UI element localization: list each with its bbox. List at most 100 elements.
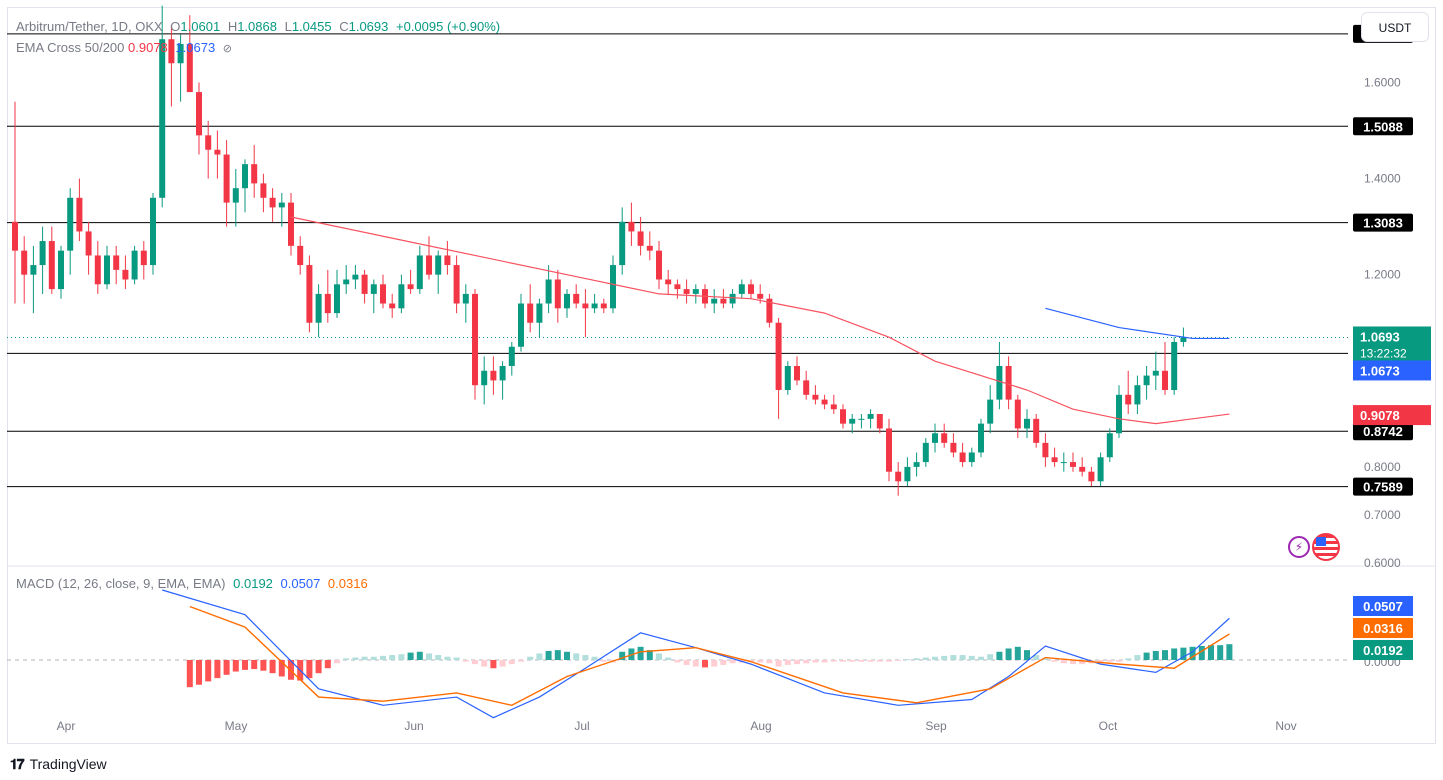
candle-body bbox=[830, 404, 837, 410]
macd-hist-bar bbox=[812, 660, 819, 663]
macd-hist-bar bbox=[214, 660, 221, 679]
candle-body bbox=[1097, 457, 1104, 482]
candle-body bbox=[416, 255, 423, 290]
macd-hist-bar bbox=[711, 660, 718, 667]
macd-hist-bar bbox=[315, 660, 322, 674]
candle-body bbox=[812, 394, 819, 400]
macd-hist-bar bbox=[922, 657, 929, 660]
x-tick-label: Jun bbox=[404, 719, 423, 733]
macd-hist-bar bbox=[987, 654, 994, 660]
candle-body bbox=[159, 39, 166, 198]
candle-body bbox=[297, 245, 304, 266]
x-tick-label: Sep bbox=[925, 719, 947, 733]
macd-hist-bar bbox=[1217, 645, 1224, 660]
macd-hist-bar bbox=[720, 660, 727, 665]
tradingview-brand[interactable]: 𝟏𝟕 TradingView bbox=[10, 756, 107, 773]
macd-hist-bar bbox=[1152, 650, 1159, 660]
candle-body bbox=[932, 433, 938, 443]
candle-body bbox=[922, 442, 929, 463]
candle-body bbox=[140, 250, 147, 266]
candle-body bbox=[1051, 457, 1058, 463]
macd-hist-bar bbox=[1051, 660, 1058, 662]
candle-body bbox=[21, 250, 28, 275]
symbol-label[interactable]: Arbitrum/Tether, 1D, OKX bbox=[16, 19, 163, 34]
x-tick-label: Oct bbox=[1099, 719, 1118, 733]
x-tick-label: May bbox=[225, 719, 248, 733]
candle-body bbox=[39, 241, 46, 266]
candle-body bbox=[1106, 433, 1113, 458]
candle-body bbox=[913, 462, 920, 467]
macd-hist-bar bbox=[223, 660, 230, 675]
macd-hist-bar bbox=[389, 655, 396, 660]
macd-hist-bar bbox=[564, 651, 570, 660]
ema-fast-value: 0.9078 bbox=[128, 40, 168, 55]
macd-hist-bar bbox=[1005, 648, 1012, 660]
macd-hist-bar bbox=[757, 660, 764, 663]
candle-body bbox=[30, 265, 37, 275]
candle-body bbox=[1014, 399, 1021, 429]
macd-hist-bar bbox=[278, 660, 285, 677]
high-value: 1.0868 bbox=[237, 19, 277, 34]
ema-label[interactable]: EMA Cross 50/200 bbox=[16, 40, 125, 55]
macd-hist-bar bbox=[849, 660, 856, 662]
macd-hist-bar bbox=[508, 660, 515, 665]
level-label-box bbox=[1353, 213, 1413, 232]
macd-label: 0.0192 bbox=[1363, 643, 1403, 658]
macd-hist-bar bbox=[867, 660, 874, 662]
macd-hist-bar bbox=[1226, 644, 1233, 660]
candle-body bbox=[315, 293, 322, 323]
candle-body bbox=[527, 303, 534, 323]
us-flag-icon[interactable] bbox=[1312, 533, 1340, 561]
macd-hist-bar bbox=[407, 652, 414, 660]
candle-body bbox=[1180, 337, 1187, 342]
macd-label[interactable]: MACD (12, 26, close, 9, EMA, EMA) bbox=[16, 576, 226, 591]
macd-legend: MACD (12, 26, close, 9, EMA, EMA) 0.0192… bbox=[16, 576, 372, 591]
candle-body bbox=[361, 274, 368, 294]
candle-body bbox=[352, 274, 359, 280]
candle-body bbox=[444, 255, 451, 266]
candle-body bbox=[214, 149, 221, 155]
macd-hist-bar bbox=[904, 659, 911, 661]
candle-body bbox=[122, 269, 129, 280]
macd-hist-bar bbox=[591, 656, 598, 660]
candle-body bbox=[453, 265, 460, 304]
macd-hist-bar bbox=[472, 660, 478, 665]
macd-hist-bar bbox=[996, 651, 1003, 660]
candle-body bbox=[76, 197, 83, 232]
eye-icon[interactable]: ⊘ bbox=[222, 43, 233, 55]
macd-hist-bar bbox=[895, 660, 902, 661]
x-tick-label: Apr bbox=[57, 719, 76, 733]
candle-body bbox=[1125, 394, 1132, 405]
candle-body bbox=[177, 44, 184, 64]
high-label: H bbox=[227, 19, 238, 34]
candle-body bbox=[738, 284, 745, 294]
lightning-icon[interactable]: ⚡ bbox=[1288, 536, 1310, 558]
macd-hist-bar bbox=[803, 660, 810, 664]
candle-body bbox=[573, 293, 580, 304]
candle-body bbox=[186, 44, 193, 93]
tradingview-logo-icon: 𝟏𝟕 bbox=[10, 756, 25, 772]
macd-hist-bar bbox=[656, 653, 662, 660]
macd-hist-bar bbox=[748, 660, 754, 662]
candle-body bbox=[610, 265, 616, 309]
macd-hist-bar bbox=[683, 660, 690, 665]
candle-body bbox=[637, 231, 644, 246]
open-value: 1.0601 bbox=[180, 19, 221, 34]
macd-hist-bar bbox=[932, 656, 938, 660]
macd-hist-bar bbox=[646, 650, 653, 660]
candle-body bbox=[278, 202, 285, 208]
candle-body bbox=[674, 284, 681, 290]
macd-hist-bar bbox=[858, 660, 865, 662]
macd-label: 0.0507 bbox=[1363, 599, 1403, 614]
macd-hist-bar bbox=[1042, 658, 1049, 660]
candle-body bbox=[288, 202, 294, 246]
candle-body bbox=[536, 303, 543, 323]
currency-button[interactable]: USDT bbox=[1361, 12, 1429, 42]
macd-hist-bar bbox=[426, 653, 432, 660]
macd-hist-bar bbox=[306, 660, 313, 679]
level-label: 1.3083 bbox=[1363, 216, 1403, 231]
candle-body bbox=[545, 279, 552, 304]
candle-body bbox=[692, 289, 699, 294]
candle-body bbox=[150, 197, 156, 266]
